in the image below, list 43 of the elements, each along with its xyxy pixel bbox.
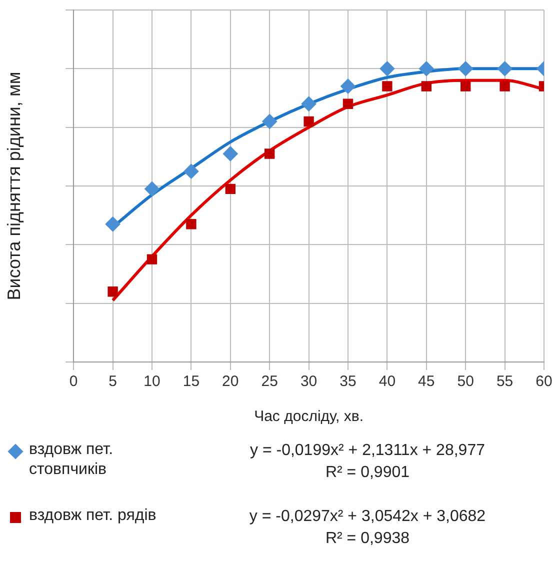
point	[144, 181, 160, 196]
x-tick-label: 55	[496, 373, 514, 390]
point	[225, 184, 236, 194]
point	[458, 61, 474, 76]
text: y = -0,0297x² + 3,0542x + 3,0682	[248, 507, 487, 527]
point	[184, 164, 199, 179]
point	[264, 148, 275, 159]
point	[108, 286, 118, 297]
point	[105, 216, 120, 232]
point	[146, 254, 158, 264]
point	[342, 98, 354, 109]
x-axis-title: Час досліду, хв.	[254, 408, 364, 426]
x-tick-label: 45	[418, 373, 435, 390]
point	[340, 78, 356, 94]
text: R² = 0,9901	[324, 463, 411, 483]
x-tick-label: 0	[69, 373, 78, 390]
point	[421, 81, 432, 92]
x-tick-label: 60	[536, 373, 552, 390]
x-tick-label: 20	[222, 373, 239, 390]
x-tick-label: 40	[378, 373, 396, 390]
x-tick-label: 10	[144, 373, 160, 390]
point	[380, 61, 395, 76]
text: R² = 0,9938	[324, 529, 411, 549]
text: y = -0,0199x² + 2,1311x + 28,977	[249, 441, 486, 461]
x-tick-label: 50	[457, 373, 474, 390]
x-tick-label: 15	[182, 373, 200, 390]
point	[497, 61, 512, 76]
point	[418, 61, 434, 76]
legend-label: вздовж пет. стовпчиків	[29, 440, 114, 480]
point	[460, 81, 471, 92]
x-tick-label: 35	[340, 373, 356, 390]
point	[382, 81, 392, 92]
legend-label: вздовж пет. рядів	[29, 506, 158, 526]
x-tick-label: 5	[108, 373, 117, 390]
point	[222, 146, 238, 162]
point	[301, 96, 316, 112]
x-tick-label: 25	[261, 373, 278, 390]
point	[262, 114, 278, 129]
x-tick-label: 30	[300, 373, 318, 390]
point	[500, 81, 510, 92]
point	[304, 116, 314, 127]
y-axis-title: Висота підняття рідини, мм	[4, 72, 24, 300]
point	[186, 219, 196, 230]
